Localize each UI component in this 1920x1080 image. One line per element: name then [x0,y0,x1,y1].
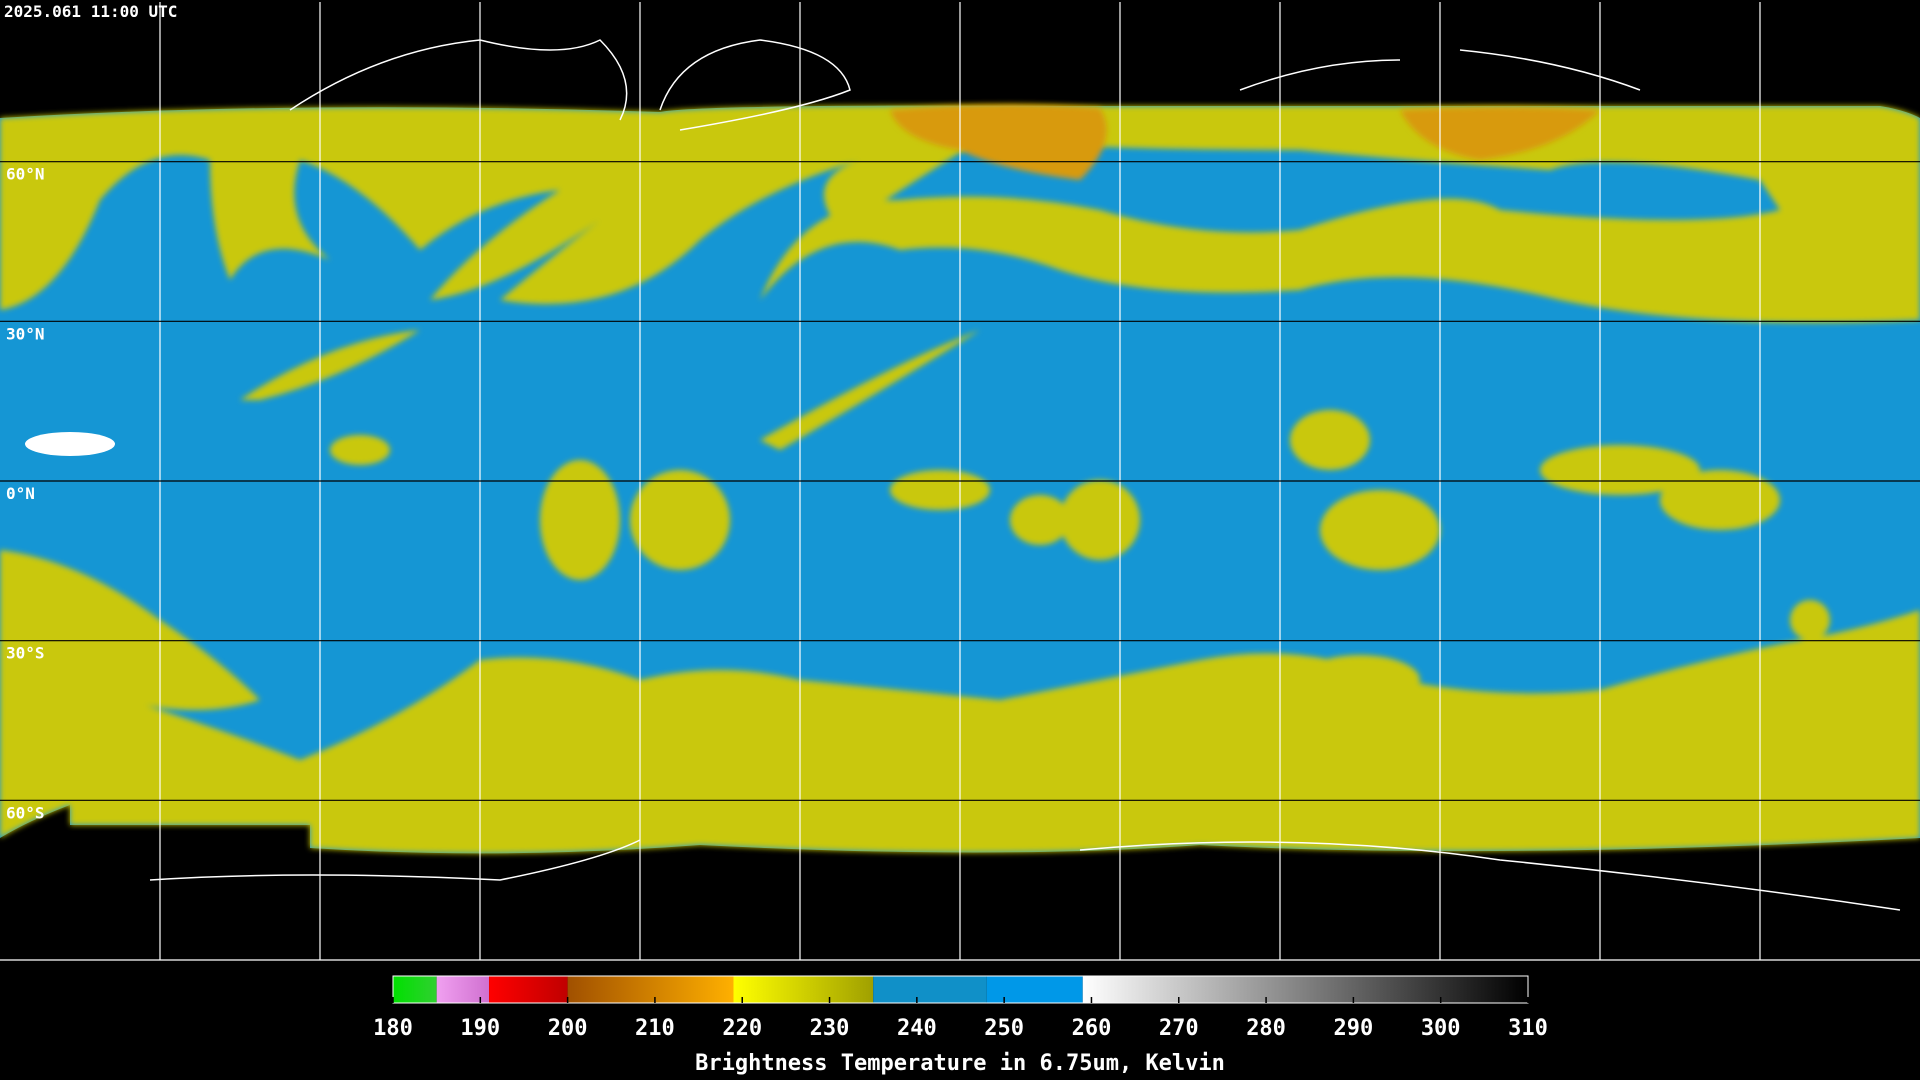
timestamp: 2025.061 11:00 UTC [4,2,177,21]
colorbar-tick-label: 230 [810,1016,850,1041]
colorbar-tick-label: 210 [635,1016,675,1041]
colorbar-tick-label: 190 [460,1016,500,1041]
latitude-label: 30°N [6,324,45,343]
latitude-label: 30°S [6,644,45,663]
latitude-label: 60°N [6,165,45,184]
colorbar-title: Brightness Temperature in 6.75um, Kelvin [695,1051,1225,1076]
colorbar-segment [489,976,568,1003]
colorbar-tick-label: 200 [548,1016,588,1041]
colorbar-segment [733,976,874,1003]
colorbar-tick-label: 290 [1334,1016,1374,1041]
colorbar-segment [873,976,987,1003]
colorbar-tick-label: 270 [1159,1016,1199,1041]
colorbar-tick-label: 240 [897,1016,937,1041]
colorbar-tick-label: 250 [984,1016,1024,1041]
colorbar-segment [567,976,734,1003]
colorbar-tick-label: 300 [1421,1016,1461,1041]
graticule [0,2,1920,961]
colorbar: 180 190 200 210 220 230 240 250 260 270 280 290 300 3… [373,975,1548,1041]
colorbar-segment [1082,976,1528,1003]
latitude-label: 60°S [6,803,45,822]
colorbar-tick-label: 180 [373,1016,413,1041]
colorbar-segment [436,976,490,1003]
colorbar-segment [986,976,1083,1003]
latitude-label: 0°N [6,484,35,503]
colorbar-tick-label: 310 [1508,1016,1548,1041]
colorbar-frame [392,975,1529,1004]
latitude-labels: 60°N 30°N 0°N 30°S 60°S [6,165,45,823]
colorbar-tick-label: 260 [1072,1016,1112,1041]
coastlines [149,39,1901,911]
colorbar-tick-label: 280 [1246,1016,1286,1041]
colorbar-tick-label: 220 [722,1016,762,1041]
colorbar-segment [393,976,437,1003]
